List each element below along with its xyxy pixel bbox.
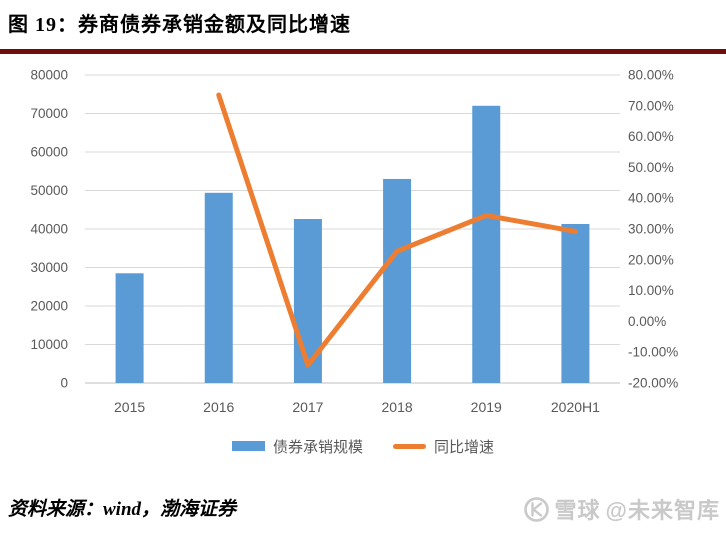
left-axis-label: 70000: [30, 106, 68, 121]
legend-line-swatch: [393, 443, 426, 449]
chart-canvas: 80000 70000 60000 50000 40000 30000 20000 10000…: [30, 68, 678, 416]
right-axis-label: 30.00%: [628, 222, 674, 237]
right-axis-label: 10.00%: [628, 283, 674, 298]
x-axis-label: 2019: [471, 399, 502, 415]
header-rule: [0, 49, 726, 54]
right-axis-label: 50.00%: [628, 160, 674, 175]
chart-legend: 债券承销规模 同比增速: [0, 434, 726, 458]
source-note: 资料来源：wind，渤海证券: [8, 499, 237, 520]
left-axis-label: 30000: [30, 260, 68, 275]
left-axis-label: 80000: [30, 68, 68, 83]
left-axis-label: 10000: [30, 337, 68, 352]
growth-line: [216, 92, 578, 368]
right-axis-label: 80.00%: [628, 68, 674, 83]
x-axis-label: 2020H1: [551, 399, 600, 415]
x-axis-label: 2016: [203, 399, 234, 415]
right-axis-label: 40.00%: [628, 191, 674, 206]
left-axis-label: 60000: [30, 145, 68, 160]
bar: [383, 178, 412, 383]
watermark: 雪球 @未来智库: [523, 493, 720, 525]
left-axis-label: 40000: [30, 222, 68, 237]
right-axis-label: 60.00%: [628, 129, 674, 144]
legend-item: 同比增速: [393, 436, 494, 457]
bar: [561, 223, 590, 383]
figure-title: 图 19：券商债券承销金额及同比增速: [8, 14, 351, 36]
legend-label: 债券承销规模: [272, 438, 363, 456]
bar: [115, 273, 144, 383]
bar: [472, 105, 501, 384]
right-axis-label: 20.00%: [628, 252, 674, 267]
legend-bar-swatch: [231, 441, 265, 451]
watermark-brand: 雪球: [554, 498, 601, 523]
left-axis-label: 0: [60, 376, 68, 391]
legend-item: 债券承销规模: [231, 436, 363, 457]
legend-label: 同比增速: [434, 438, 495, 456]
right-axis-label: 0.00%: [628, 314, 666, 329]
right-axis-label: -10.00%: [628, 345, 678, 360]
x-axis-label: 2018: [382, 399, 413, 415]
x-axis-label: 2015: [114, 399, 145, 415]
xueqiu-logo-icon: [523, 496, 549, 522]
watermark-handle: @未来智库: [605, 498, 720, 523]
combo-chart: 80000 70000 60000 50000 40000 30000 20000 10000…: [0, 60, 726, 432]
left-axis-label: 20000: [30, 299, 68, 314]
bar: [204, 192, 233, 383]
left-axis-label: 50000: [30, 183, 68, 198]
right-axis-label: 70.00%: [628, 98, 674, 113]
right-axis-label: -20.00%: [628, 376, 678, 391]
x-axis-label: 2017: [292, 399, 323, 415]
